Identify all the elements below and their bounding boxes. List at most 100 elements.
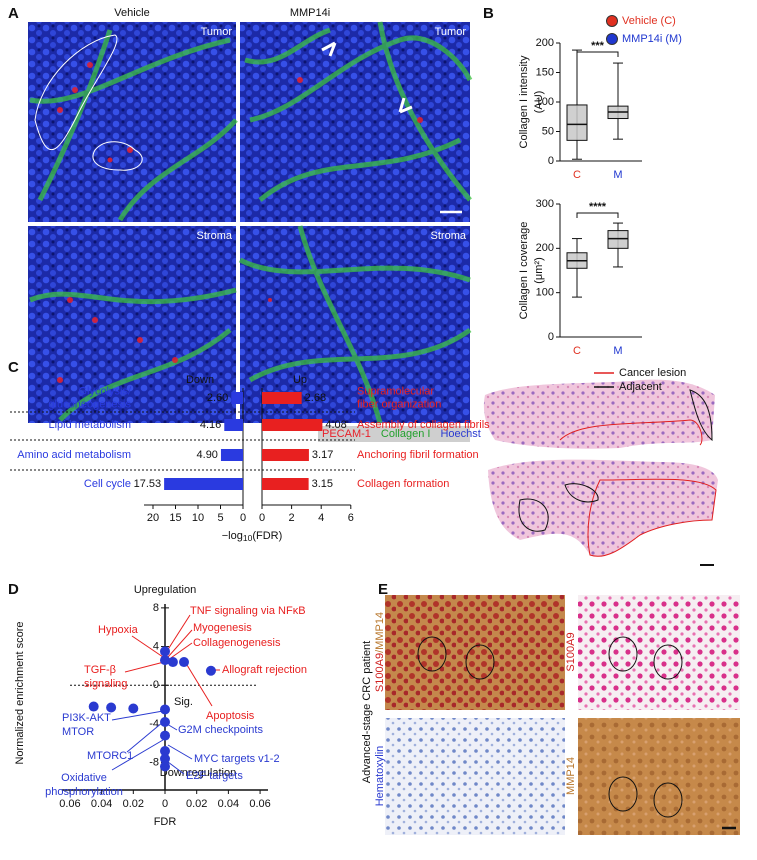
y-axis-label: (AU) (533, 91, 545, 114)
annotation: Oxidative (61, 772, 107, 784)
stain-legend-bg (318, 426, 470, 442)
category-label: gluconeogenesis (48, 398, 131, 410)
stain-label: MMP14 (565, 757, 577, 795)
x-axis-label-part: −log (222, 530, 243, 542)
annotation-leader (111, 710, 164, 721)
category-label: Supramolecular (357, 385, 434, 397)
annotation: MTORC1 (87, 750, 133, 762)
annotation: signaling (84, 678, 127, 690)
y-tick-label: 150 (536, 66, 554, 78)
box (607, 230, 629, 249)
x-tick-label: 0.06 (249, 798, 270, 810)
annotation-leader (111, 739, 164, 771)
box (566, 104, 588, 141)
y-tick-label: 100 (536, 96, 554, 108)
point (128, 703, 139, 714)
legend-marker (606, 15, 618, 27)
x-tick-label: M (613, 345, 622, 357)
bar (262, 419, 323, 431)
x-tick-label: 0.02 (123, 798, 144, 810)
x-tick-label: C (573, 345, 581, 357)
annotation: PI3K-AKT (62, 712, 111, 724)
annotation: E2F targets (186, 770, 243, 782)
stain-label: Hoechst (440, 428, 480, 440)
annotation: Allograft rejection (222, 664, 307, 676)
category-label: Amino acid metabolism (17, 449, 131, 461)
panel-label: A (8, 5, 19, 22)
point (160, 655, 170, 666)
patient-label: Advanced-stage CRC patient (361, 641, 373, 783)
y-tick-label: 0 (153, 679, 159, 691)
bar (262, 478, 309, 490)
annotation-leader (186, 664, 213, 707)
annotation-leader (166, 614, 191, 652)
direction-label: Upregulation (134, 584, 196, 596)
stain-label: S100A9/MMP14 (374, 612, 386, 692)
annotation: Collagenogenesis (193, 637, 281, 649)
value-label: 3.15 (312, 478, 333, 490)
stain-label-part: MMP14 (374, 612, 386, 650)
stain-label-part: / (374, 649, 386, 653)
x-tick-label: 0.06 (59, 798, 80, 810)
annotation: Myogenesis (193, 622, 252, 634)
x-axis-label-part: (FDR) (252, 530, 282, 542)
histology-c (483, 379, 718, 566)
category-label: Anchoring fibril formation (357, 449, 479, 461)
value-label: 4.16 (200, 419, 221, 431)
bar (262, 449, 309, 461)
y-tick-label: -4 (149, 718, 159, 730)
image-vehicle-tumor (28, 22, 236, 222)
annotation: TNF signaling via NFκB (190, 605, 306, 617)
tile-label: Stroma (197, 230, 233, 242)
bar (224, 419, 243, 431)
legend-marker (606, 33, 618, 45)
annotation: MTOR (62, 726, 94, 738)
y-axis-label: Collagen I coverage (518, 222, 530, 320)
annotation-leader (167, 744, 193, 760)
y-tick-label: 50 (542, 125, 554, 137)
stain-label: Collagen I (381, 428, 431, 440)
significance: **** (589, 201, 607, 213)
annotation-leader (131, 635, 164, 658)
bar (164, 478, 243, 490)
category-label: fiber organization (357, 398, 441, 410)
x-axis-label-part: 10 (243, 533, 253, 543)
x-tick-label: 0 (259, 512, 265, 524)
x-tick-label: 0.04 (218, 798, 239, 810)
stain-label: PECAM-1 (322, 428, 371, 440)
annotation: MYC targets v1-2 (194, 753, 280, 765)
value-label: 17.53 (134, 478, 162, 490)
point (160, 704, 170, 715)
x-tick-label: 0 (162, 798, 168, 810)
value-label: 4.08 (325, 419, 346, 431)
point (167, 657, 178, 668)
y-tick-label: 200 (536, 37, 554, 49)
y-tick-label: 100 (536, 287, 554, 299)
x-tick-label: 15 (169, 512, 181, 524)
x-tick-label: M (613, 169, 622, 181)
stain-label-part: S100A9 (374, 653, 386, 692)
x-tick-label: 2 (289, 512, 295, 524)
annotation: phosphorylation (45, 786, 123, 798)
y-tick-label: 0 (548, 331, 554, 343)
bar (262, 392, 302, 404)
image-mmp14i-stroma (240, 226, 470, 423)
y-tick-label: -8 (149, 757, 159, 769)
image-vehicle-stroma (28, 226, 236, 423)
y-tick-label: 4 (153, 640, 159, 652)
legend-label: Cancer lesion (619, 367, 686, 379)
point (160, 717, 170, 728)
micrographs-a (28, 21, 473, 424)
annotation-leader (126, 721, 164, 753)
column-header: MMP14i (290, 7, 330, 19)
x-tick-label: 5 (217, 512, 223, 524)
y-tick-label: 200 (536, 242, 554, 254)
bar (220, 449, 243, 461)
x-tick-label: 6 (348, 512, 354, 524)
x-axis-label: −log10(FDR) (222, 530, 283, 543)
section-title: Down (186, 374, 214, 386)
value-label: 4.90 (197, 449, 218, 461)
category-label: Cell cycle (84, 478, 131, 490)
point (160, 646, 170, 657)
